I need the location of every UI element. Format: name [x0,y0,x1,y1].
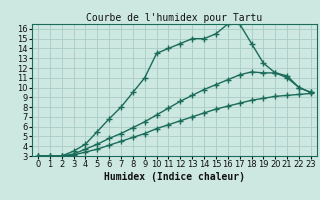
X-axis label: Humidex (Indice chaleur): Humidex (Indice chaleur) [104,172,245,182]
Title: Courbe de l'humidex pour Tartu: Courbe de l'humidex pour Tartu [86,13,262,23]
